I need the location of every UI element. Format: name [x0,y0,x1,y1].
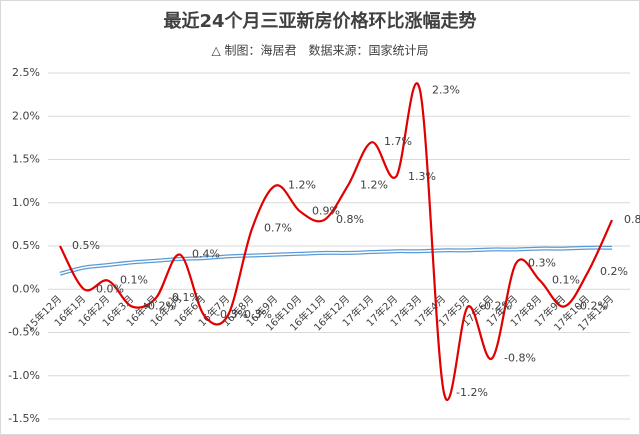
data-label: -0.2% [480,300,512,313]
data-label: -1.2% [456,386,488,399]
data-label: -0.3% [216,308,248,321]
data-label: 1.3% [408,170,436,183]
data-label: 1.2% [288,178,316,191]
y-tick-label: -1.0% [8,369,40,382]
data-label: -0.3% [240,308,272,321]
chart-title: 最近24个月三亚新房价格环比涨幅走势 [163,10,476,32]
data-label: 0.9% [312,204,340,217]
data-label: -0.2% [576,300,608,313]
data-label: -0.8% [504,351,536,364]
data-label: 0.0% [96,282,124,295]
y-tick-label: -0.5% [8,326,40,339]
data-line [59,82,613,401]
data-label: -0.2% [144,300,176,313]
data-label: 0.1% [552,274,580,287]
y-tick-label: 1.5% [12,153,40,166]
y-tick-label: 0.5% [12,239,40,252]
y-tick-label: 1.0% [12,196,40,209]
data-label: 0.4% [192,248,220,261]
y-tick-label: 0.0% [12,282,40,295]
data-label: 0.7% [264,222,292,235]
data-label: 0.8% [624,213,640,226]
y-tick-label: -1.5% [8,412,40,425]
data-label: 1.2% [360,178,388,191]
trendline [59,246,613,275]
data-label: 0.3% [528,256,556,269]
data-label: 1.7% [384,135,412,148]
chart-subtitle: △ 制图：海居君 数据来源：国家统计局 [211,43,428,58]
data-label: 0.5% [72,239,100,252]
data-label: 0.8% [336,213,364,226]
data-label: -0.1% [168,291,200,304]
data-label: 0.2% [600,265,628,278]
data-label: 2.3% [432,83,460,96]
y-tick-label: 2.5% [12,66,40,79]
data-label: 0.1% [120,274,148,287]
y-tick-label: 2.0% [12,109,40,122]
